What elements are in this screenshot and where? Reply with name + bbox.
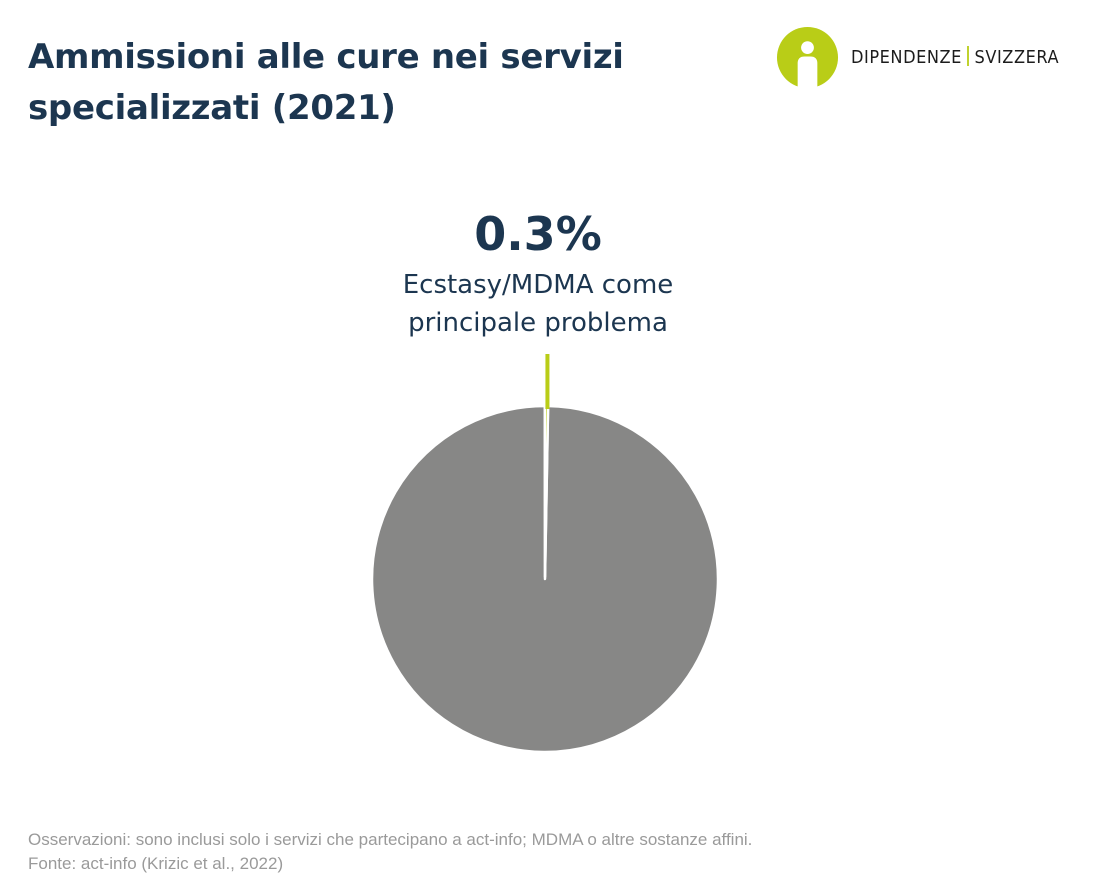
chart-title: Ammissioni alle cure nei servizi special… [28, 37, 624, 128]
chart-footer: Osservazioni: sono inclusi solo i serviz… [28, 828, 752, 876]
brand-name: DIPENDENZE SVIZZERA [851, 46, 1059, 68]
person-logo-icon [776, 26, 839, 89]
pie-slice-other [370, 404, 720, 754]
brand-name-left: DIPENDENZE [851, 47, 962, 68]
slice-category-line-2: principale problema [408, 308, 668, 338]
slice-value-label: 0.3% [474, 207, 602, 261]
slice-category-line-1: Ecstasy/MDMA come [402, 270, 674, 300]
footer-note: Osservazioni: sono inclusi solo i serviz… [28, 830, 753, 849]
brand-logo: DIPENDENZE SVIZZERA [776, 25, 1082, 89]
brand-name-right: SVIZZERA [974, 47, 1060, 68]
brand-separator [967, 46, 970, 66]
footer-source: Fonte: act-info (Krizic et al., 2022) [28, 854, 284, 873]
slice-category-label: Ecstasy/MDMA come principale problema [338, 266, 738, 342]
